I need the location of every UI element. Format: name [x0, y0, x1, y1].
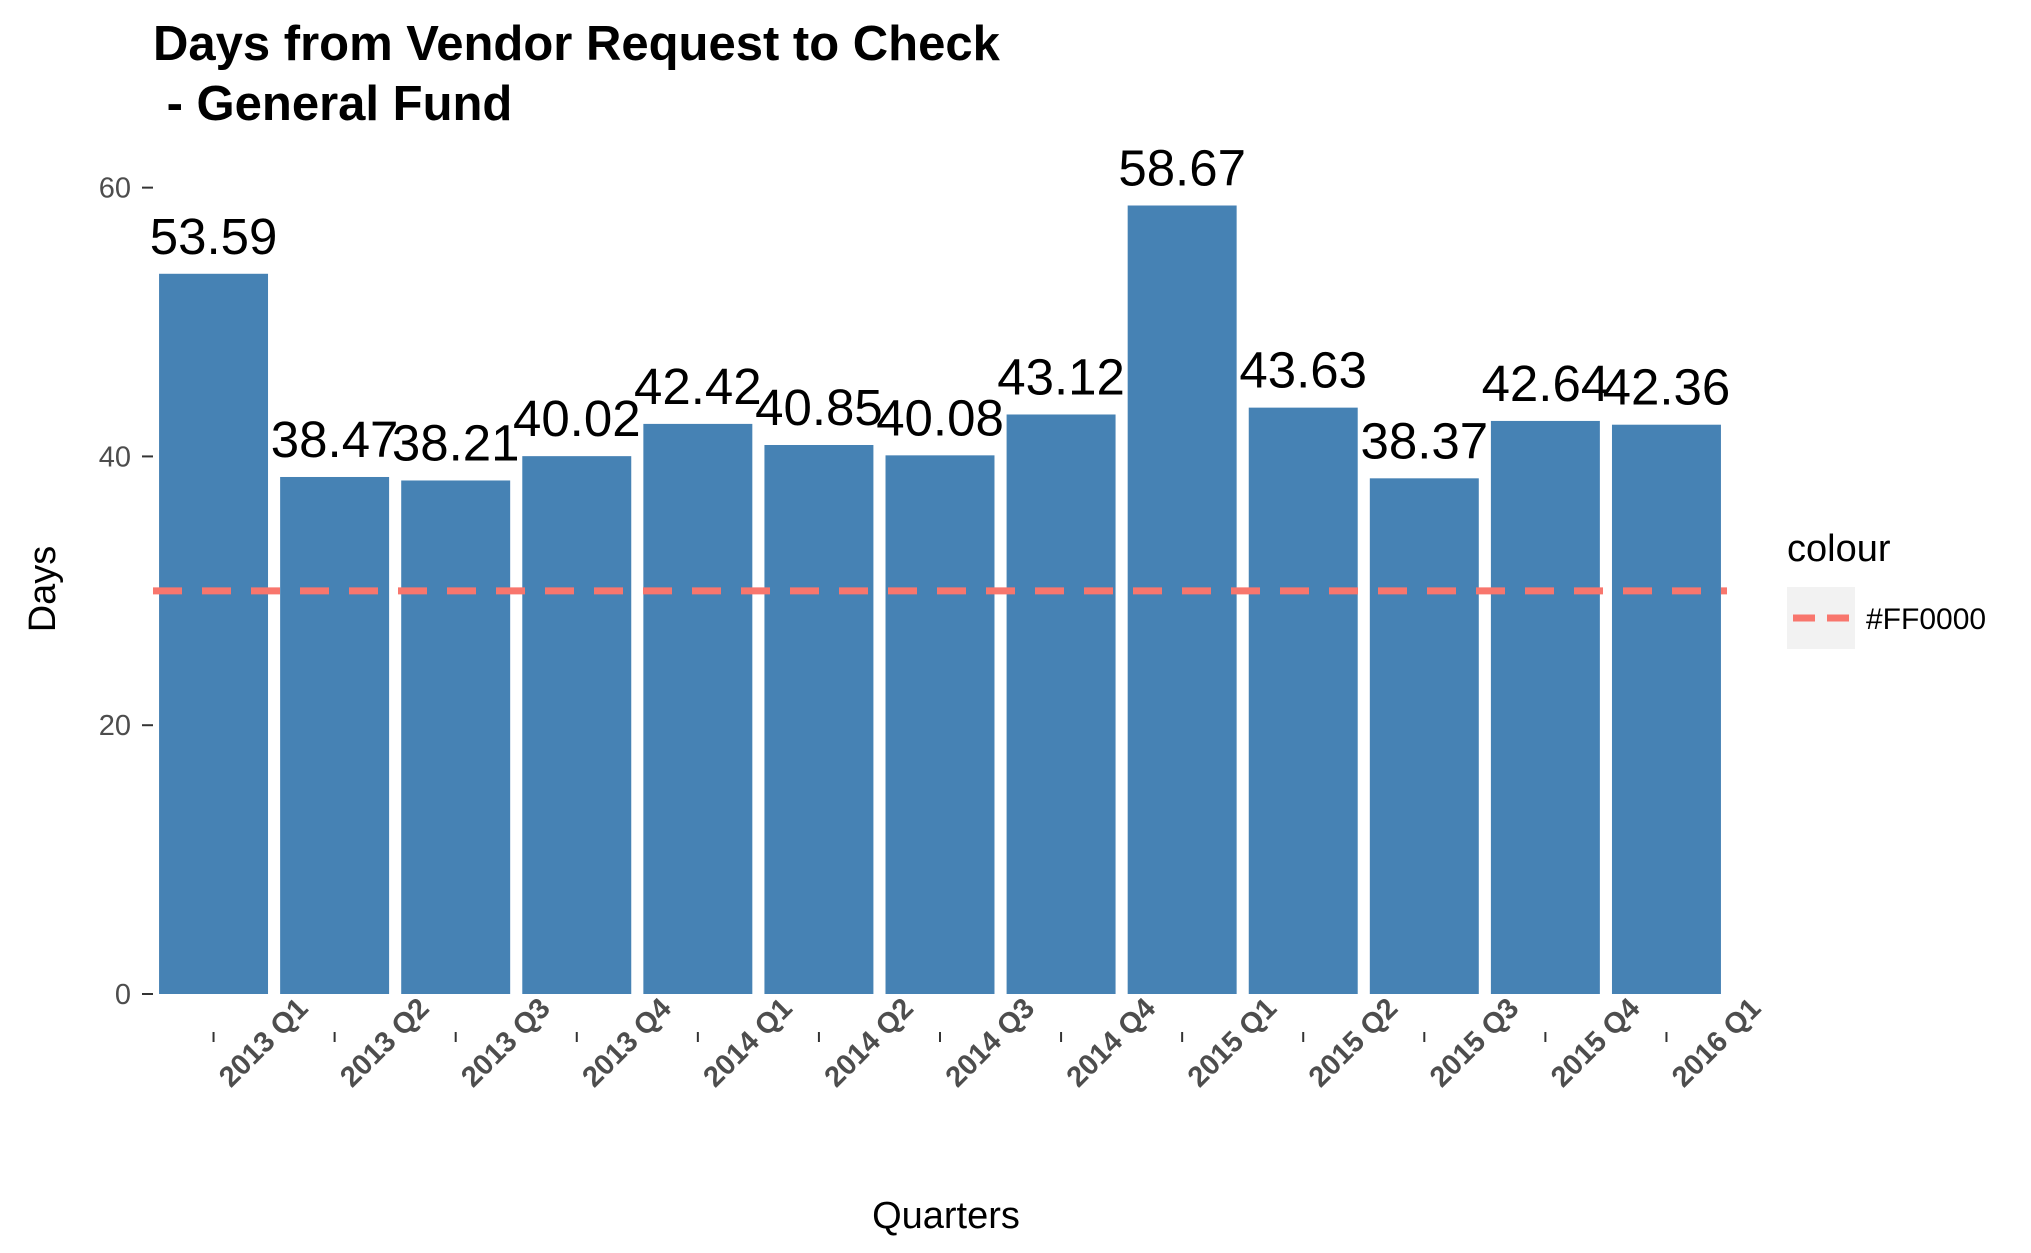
bar: [401, 480, 511, 995]
chart-title-line-2: - General Fund: [153, 77, 512, 131]
data-label: 58.67: [1118, 140, 1246, 197]
chart-title-line-1: Days from Vendor Request to Check: [153, 17, 1001, 71]
bar: [885, 455, 995, 994]
x-tick-label: 2015 Q3: [1424, 992, 1525, 1093]
x-tick-label: 2014 Q4: [1061, 992, 1162, 1093]
bar: [1006, 414, 1116, 995]
bar: [1248, 407, 1358, 995]
y-axis: 0 20 40 60: [99, 173, 153, 1011]
bar: [522, 456, 632, 994]
data-label: 43.12: [997, 348, 1125, 405]
x-axis-title: Quarters: [872, 1195, 1020, 1237]
data-label: 42.36: [1603, 359, 1731, 416]
bar: [159, 273, 269, 994]
x-tick-label: 2015 Q1: [1182, 992, 1283, 1093]
bar: [643, 423, 753, 994]
x-tick-label: 2013 Q1: [213, 992, 314, 1093]
bar: [1127, 205, 1237, 994]
x-tick-label: 2015 Q2: [1303, 992, 1404, 1093]
data-label: 40.08: [876, 389, 1004, 446]
data-label: 38.47: [271, 411, 399, 468]
x-tick-label: 2016 Q1: [1666, 992, 1767, 1093]
data-label: 38.21: [392, 414, 520, 471]
bar: [764, 444, 874, 994]
x-tick-label: 2014 Q1: [697, 992, 798, 1093]
x-axis: 2013 Q1 2013 Q2 2013 Q3 2013 Q4 2014 Q1 2014 …: [212, 992, 1767, 1094]
bars: [159, 205, 1721, 995]
bar: [1611, 424, 1721, 994]
legend: colour #FF0000: [1787, 528, 1986, 649]
y-tick-label: 20: [99, 710, 131, 742]
y-tick-label: 0: [115, 979, 131, 1011]
data-label: 40.85: [755, 379, 883, 436]
data-label: 42.64: [1482, 355, 1610, 412]
data-labels: 53.59 38.4738.2140.0242.4240.8540.0843.12…: [150, 140, 1731, 472]
data-label: 40.02: [513, 390, 641, 447]
x-tick-label: 2014 Q3: [940, 992, 1041, 1093]
bar: [1490, 420, 1600, 994]
x-tick-label: 2014 Q2: [819, 992, 920, 1093]
bar: [1369, 478, 1479, 994]
data-label: 38.37: [1360, 412, 1488, 469]
data-label: 53.59: [150, 208, 278, 265]
x-tick-label: 2015 Q4: [1545, 992, 1646, 1093]
x-tick-label: 2013 Q3: [455, 992, 556, 1093]
x-tick-label: 2013 Q2: [334, 992, 435, 1093]
y-axis-title: Days: [22, 546, 64, 633]
data-label: 42.42: [634, 358, 762, 415]
x-tick-label: 2013 Q4: [576, 992, 677, 1093]
legend-title: colour: [1787, 528, 1891, 570]
data-label: 43.63: [1239, 342, 1367, 399]
legend-entry-label: #FF0000: [1866, 603, 1986, 636]
bar: [280, 476, 390, 994]
y-tick-label: 40: [99, 441, 131, 473]
y-tick-label: 60: [99, 173, 131, 205]
